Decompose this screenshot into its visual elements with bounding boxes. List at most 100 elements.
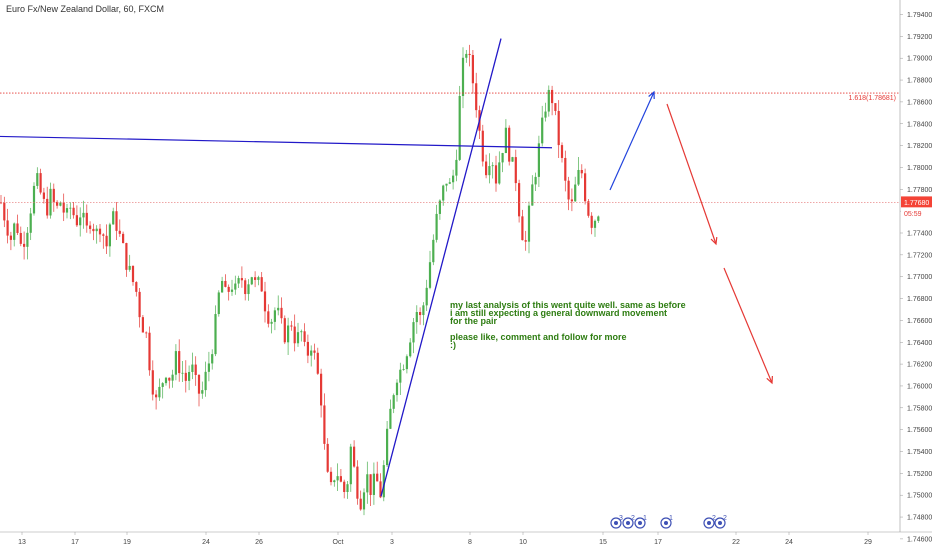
annotation-line-5: :) bbox=[450, 340, 456, 350]
candle-body bbox=[504, 127, 507, 154]
candle-body bbox=[65, 208, 69, 213]
candle-body bbox=[214, 314, 217, 355]
candle-body bbox=[409, 342, 412, 357]
candle-body bbox=[395, 382, 399, 396]
resistance-line bbox=[0, 135, 553, 149]
y-tick-label: 1.77800 bbox=[907, 187, 932, 194]
event-marker-dot bbox=[626, 521, 630, 525]
candle-body bbox=[353, 446, 356, 467]
y-tick-label: 1.77000 bbox=[907, 274, 932, 281]
candle-body bbox=[155, 394, 158, 398]
candle-body bbox=[92, 228, 95, 232]
x-tick-label: 24 bbox=[785, 539, 793, 546]
candle-body bbox=[9, 235, 12, 240]
candle-body bbox=[13, 223, 16, 240]
time-axis[interactable]: 13 17 19 24 26 Oct 3 8 10 15 17 22 24 29 bbox=[0, 531, 932, 546]
candle-body bbox=[521, 216, 524, 241]
candle-body bbox=[432, 239, 435, 263]
candle-body bbox=[399, 369, 402, 383]
candle-body bbox=[234, 283, 237, 290]
candle-body bbox=[320, 373, 323, 406]
annotation-line-3: for the pair bbox=[450, 316, 498, 326]
x-tick-label: 22 bbox=[732, 539, 740, 546]
candle-body bbox=[201, 390, 204, 394]
candle-body bbox=[158, 386, 161, 398]
candle-body bbox=[118, 230, 121, 234]
candle-body bbox=[168, 377, 171, 381]
candle-body bbox=[442, 185, 445, 201]
candle-body bbox=[356, 466, 359, 499]
candle-body bbox=[79, 217, 82, 226]
candle-body bbox=[280, 307, 283, 319]
candle-body bbox=[108, 224, 111, 247]
y-tick-label: 1.77400 bbox=[907, 231, 932, 238]
candle-body bbox=[369, 474, 372, 495]
candle-body bbox=[458, 95, 461, 160]
candle-body bbox=[488, 166, 491, 176]
candle-body bbox=[419, 312, 422, 316]
candle-body bbox=[382, 465, 385, 498]
candle-body bbox=[69, 207, 72, 209]
candle-body bbox=[56, 201, 59, 206]
candle-body bbox=[254, 277, 257, 280]
candle-body bbox=[75, 215, 78, 226]
event-marker-dot bbox=[707, 521, 711, 525]
candle-body bbox=[494, 165, 498, 184]
candle-body bbox=[303, 331, 306, 342]
candle-body bbox=[204, 371, 207, 391]
candle-body bbox=[16, 223, 19, 233]
candle-body bbox=[164, 377, 168, 384]
candle-body bbox=[23, 243, 26, 247]
candle-body bbox=[475, 83, 478, 111]
candle-body bbox=[135, 282, 138, 292]
candle-body bbox=[300, 331, 303, 333]
candle-body bbox=[29, 213, 32, 233]
candle-body bbox=[310, 350, 313, 356]
candle-body bbox=[138, 291, 141, 318]
candle-body bbox=[306, 341, 309, 356]
candle-body bbox=[224, 280, 227, 287]
candle-body bbox=[62, 202, 65, 213]
candle-body bbox=[36, 173, 39, 186]
candle-body bbox=[514, 157, 517, 184]
event-marker-dot bbox=[614, 521, 618, 525]
candle-body bbox=[191, 364, 194, 372]
countdown-tag: 05:59 bbox=[904, 211, 922, 218]
price-axis[interactable]: 1.74600 1.74800 1.75000 1.75200 1.75400 1.756… bbox=[899, 0, 932, 543]
candle-body bbox=[577, 169, 580, 185]
candle-body bbox=[567, 180, 570, 200]
candle-body bbox=[346, 484, 349, 492]
candle-body bbox=[415, 312, 418, 323]
candle-body bbox=[326, 443, 329, 472]
candle-body bbox=[323, 405, 326, 444]
candle-body bbox=[296, 332, 300, 344]
candle-body bbox=[267, 311, 270, 324]
candle-body bbox=[333, 480, 336, 483]
candle-body bbox=[534, 176, 537, 185]
candle-body bbox=[590, 215, 593, 228]
event-marker-dot bbox=[638, 521, 642, 525]
event-marker-count: 1 bbox=[669, 515, 673, 522]
candle-body bbox=[197, 375, 201, 394]
candle-body bbox=[527, 205, 531, 242]
candle-body bbox=[270, 321, 273, 324]
candle-body bbox=[287, 325, 290, 343]
current-price-tag: 1.77680 bbox=[904, 200, 929, 207]
x-tick-label: 15 bbox=[599, 539, 607, 546]
candle-body bbox=[39, 173, 42, 193]
countdown-tag-box bbox=[901, 207, 932, 219]
candle-body bbox=[422, 305, 425, 316]
candle-body bbox=[465, 53, 468, 58]
candle-body bbox=[524, 240, 527, 242]
candle-body bbox=[46, 198, 49, 216]
candle-body bbox=[125, 243, 128, 270]
candle-body bbox=[511, 157, 514, 162]
y-tick-label: 1.79200 bbox=[907, 34, 932, 41]
candle-body bbox=[145, 332, 148, 334]
event-marker-count: 1 bbox=[643, 515, 647, 522]
candle-body bbox=[151, 370, 154, 395]
candle-body bbox=[112, 211, 115, 225]
arrow-up bbox=[609, 91, 655, 191]
